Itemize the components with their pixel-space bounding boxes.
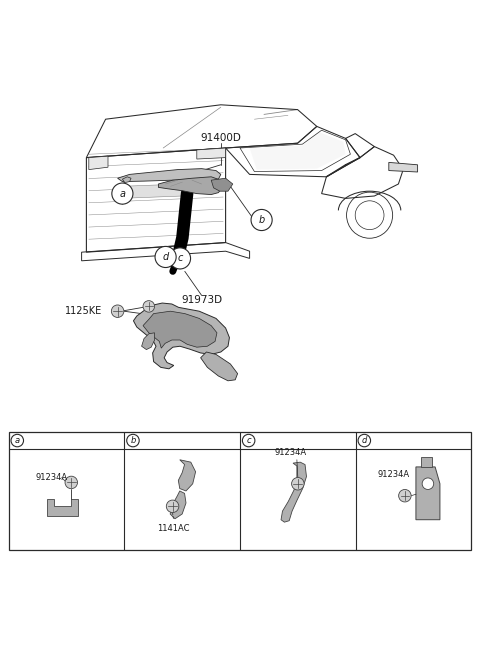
- Circle shape: [143, 300, 155, 312]
- Circle shape: [127, 434, 139, 447]
- Text: 91234A: 91234A: [35, 473, 67, 482]
- Text: a: a: [15, 436, 20, 445]
- Circle shape: [292, 478, 304, 490]
- Polygon shape: [179, 460, 196, 491]
- Text: 1141AC: 1141AC: [157, 524, 190, 533]
- Text: 91973D: 91973D: [181, 295, 222, 305]
- Text: b: b: [130, 436, 136, 445]
- Circle shape: [155, 247, 176, 268]
- Text: d: d: [361, 436, 367, 445]
- Text: 91234A: 91234A: [377, 470, 409, 479]
- Text: c: c: [246, 436, 251, 445]
- Polygon shape: [143, 311, 217, 348]
- Text: 1125KE: 1125KE: [65, 306, 103, 316]
- Circle shape: [166, 500, 179, 512]
- Circle shape: [398, 489, 411, 502]
- Circle shape: [169, 248, 191, 269]
- Polygon shape: [89, 156, 108, 170]
- Polygon shape: [122, 177, 131, 182]
- Circle shape: [112, 183, 133, 204]
- Polygon shape: [170, 491, 186, 519]
- Polygon shape: [416, 467, 440, 520]
- Polygon shape: [158, 177, 223, 195]
- Polygon shape: [281, 462, 307, 522]
- Polygon shape: [211, 178, 233, 191]
- Polygon shape: [250, 132, 346, 170]
- Polygon shape: [389, 163, 418, 172]
- Polygon shape: [197, 148, 226, 159]
- Circle shape: [251, 209, 272, 230]
- Polygon shape: [142, 333, 155, 350]
- Polygon shape: [120, 184, 182, 198]
- Text: d: d: [162, 252, 169, 262]
- Text: a: a: [120, 189, 125, 199]
- Text: 91234A: 91234A: [275, 448, 307, 457]
- Circle shape: [358, 434, 371, 447]
- Polygon shape: [47, 499, 78, 516]
- Circle shape: [242, 434, 255, 447]
- Circle shape: [422, 478, 433, 489]
- Text: 91400D: 91400D: [200, 133, 241, 144]
- Circle shape: [65, 476, 77, 489]
- Text: b: b: [258, 215, 265, 225]
- Polygon shape: [420, 457, 432, 467]
- Polygon shape: [133, 303, 229, 369]
- Circle shape: [11, 434, 24, 447]
- Polygon shape: [118, 169, 221, 182]
- Circle shape: [111, 305, 124, 318]
- Text: c: c: [177, 253, 183, 264]
- Polygon shape: [201, 352, 238, 380]
